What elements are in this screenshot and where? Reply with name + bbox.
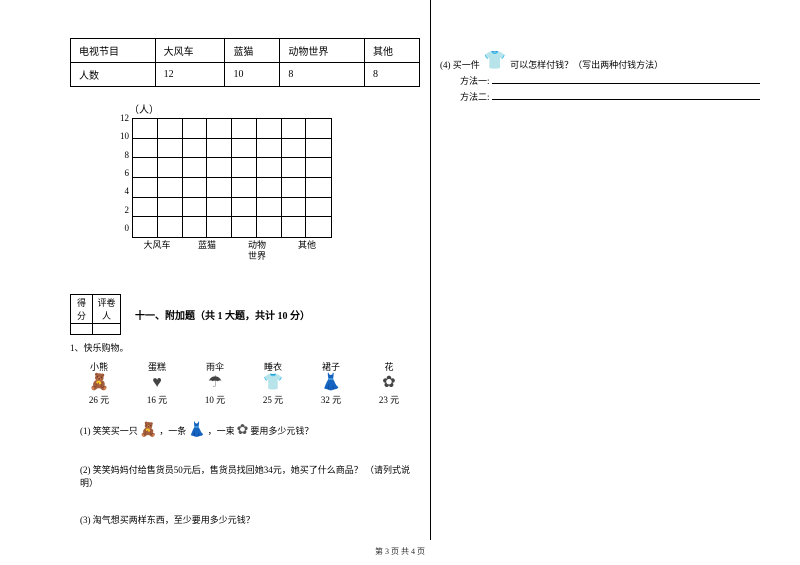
skirt-icon: 👗: [188, 422, 205, 439]
item-name: 雨伞: [206, 360, 224, 373]
ytick: 0: [115, 223, 129, 233]
item-pajama: 睡衣 👕 25 元: [254, 360, 292, 406]
sq1-text-c: ，一束: [208, 424, 235, 437]
ytick: 6: [115, 168, 129, 178]
score-blank2[interactable]: [93, 324, 121, 335]
left-column: 电视节目 大风车 蓝猫 动物世界 其他 人数 12 10 8 8 （人） 12 …: [70, 38, 420, 526]
chart-grid: [132, 118, 332, 238]
ytick: 12: [115, 113, 129, 123]
th-dongwu: 动物世界: [280, 39, 365, 63]
table-data-row: 人数 12 10 8 8: [71, 63, 420, 87]
chart-body: 12 10 8 6 4 2 0: [115, 118, 420, 238]
item-price: 32 元: [321, 393, 341, 406]
shopping-items-row: 小熊 🧸 26 元 蛋糕 ♥ 16 元 雨伞 ☂ 10 元 睡衣 👕 25 元 …: [80, 360, 420, 406]
th-program: 电视节目: [71, 39, 156, 63]
pajama-icon: 👕: [263, 373, 283, 393]
item-skirt: 裙子 👗 32 元: [312, 360, 350, 406]
subquestion-1: (1) 笑笑买一只 🧸 ，一条 👗 ，一束 ✿ 要用多少元钱？: [80, 422, 420, 439]
bear-icon: 🧸: [89, 373, 109, 393]
page-footer: 第 3 页 共 4 页: [0, 546, 800, 557]
method-2: 方法二:: [460, 90, 760, 103]
td-v3: 8: [280, 63, 365, 87]
xlabel: 大风车: [132, 240, 182, 262]
sq4-text-b: 可以怎样付钱？（写出两种付钱方法）: [510, 58, 663, 71]
x-axis: 大风车 蓝猫 动物 世界 其他: [132, 240, 332, 262]
right-column: (4) 买一件 👕 可以怎样付钱？（写出两种付钱方法） 方法一: 方法二:: [440, 50, 780, 103]
item-flower: 花 ✿ 23 元: [370, 360, 408, 406]
subquestion-2: (2) 笑笑妈妈付给售货员50元后，售货员找回她34元，她买了什么商品？ （请列…: [80, 463, 420, 489]
item-bear: 小熊 🧸 26 元: [80, 360, 118, 406]
item-price: 23 元: [379, 393, 399, 406]
sq4-text-a: (4) 买一件: [440, 58, 480, 71]
item-price: 10 元: [205, 393, 225, 406]
method-1-label: 方法一:: [460, 74, 490, 87]
td-v4: 8: [365, 63, 420, 87]
section-title: 十一、附加题（共 1 大题，共计 10 分）: [135, 307, 310, 322]
sq1-text-d: 要用多少元钱？: [250, 424, 313, 437]
section-header-row: 得分 评卷人 十一、附加题（共 1 大题，共计 10 分）: [70, 294, 420, 335]
score-col2: 评卷人: [93, 295, 121, 324]
question-1-label: 1、快乐购物。: [70, 341, 420, 354]
xlabel: 其他: [282, 240, 332, 262]
umbrella-icon: ☂: [208, 373, 222, 393]
xlabel: 蓝猫: [182, 240, 232, 262]
flower-icon: ✿: [382, 373, 395, 393]
column-divider: [430, 0, 431, 540]
th-dafengche: 大风车: [155, 39, 225, 63]
y-axis-unit: （人）: [129, 101, 420, 116]
subquestion-4: (4) 买一件 👕 可以怎样付钱？（写出两种付钱方法）: [440, 50, 780, 71]
item-price: 16 元: [147, 393, 167, 406]
skirt-icon: 👗: [321, 373, 341, 393]
item-name: 裙子: [322, 360, 340, 373]
cake-icon: ♥: [152, 373, 162, 393]
td-label: 人数: [71, 63, 156, 87]
pajama-icon: 👕: [484, 50, 506, 71]
method-2-label: 方法二:: [460, 90, 490, 103]
answer-blank-1[interactable]: [492, 74, 760, 84]
flower-icon: ✿: [237, 422, 249, 439]
th-qita: 其他: [365, 39, 420, 63]
xlabel: 动物 世界: [232, 240, 282, 262]
item-name: 睡衣: [264, 360, 282, 373]
item-umbrella: 雨伞 ☂ 10 元: [196, 360, 234, 406]
table-header-row: 电视节目 大风车 蓝猫 动物世界 其他: [71, 39, 420, 63]
th-lanmao: 蓝猫: [225, 39, 280, 63]
sq1-text-a: (1) 笑笑买一只: [80, 424, 138, 437]
y-axis: 12 10 8 6 4 2 0: [115, 113, 129, 233]
score-box: 得分 评卷人: [70, 294, 121, 335]
td-v2: 10: [225, 63, 280, 87]
ytick: 8: [115, 150, 129, 160]
bear-icon: 🧸: [140, 422, 157, 439]
td-v1: 12: [155, 63, 225, 87]
answer-blank-2[interactable]: [492, 90, 760, 100]
score-blank1[interactable]: [71, 324, 93, 335]
ytick: 2: [115, 205, 129, 215]
subquestion-3: (3) 淘气想买两样东西，至少要用多少元钱？: [80, 513, 420, 526]
item-cake: 蛋糕 ♥ 16 元: [138, 360, 176, 406]
item-price: 26 元: [89, 393, 109, 406]
item-name: 蛋糕: [148, 360, 166, 373]
score-col1: 得分: [71, 295, 93, 324]
chart-area: （人） 12 10 8 6 4 2 0 大风车 蓝猫 动物: [115, 101, 420, 262]
method-1: 方法一:: [460, 74, 760, 87]
item-name: 小熊: [90, 360, 108, 373]
tv-program-table: 电视节目 大风车 蓝猫 动物世界 其他 人数 12 10 8 8: [70, 38, 420, 87]
item-name: 花: [384, 360, 393, 373]
sq1-text-b: ，一条: [159, 424, 186, 437]
ytick: 10: [115, 131, 129, 141]
ytick: 4: [115, 186, 129, 196]
item-price: 25 元: [263, 393, 283, 406]
